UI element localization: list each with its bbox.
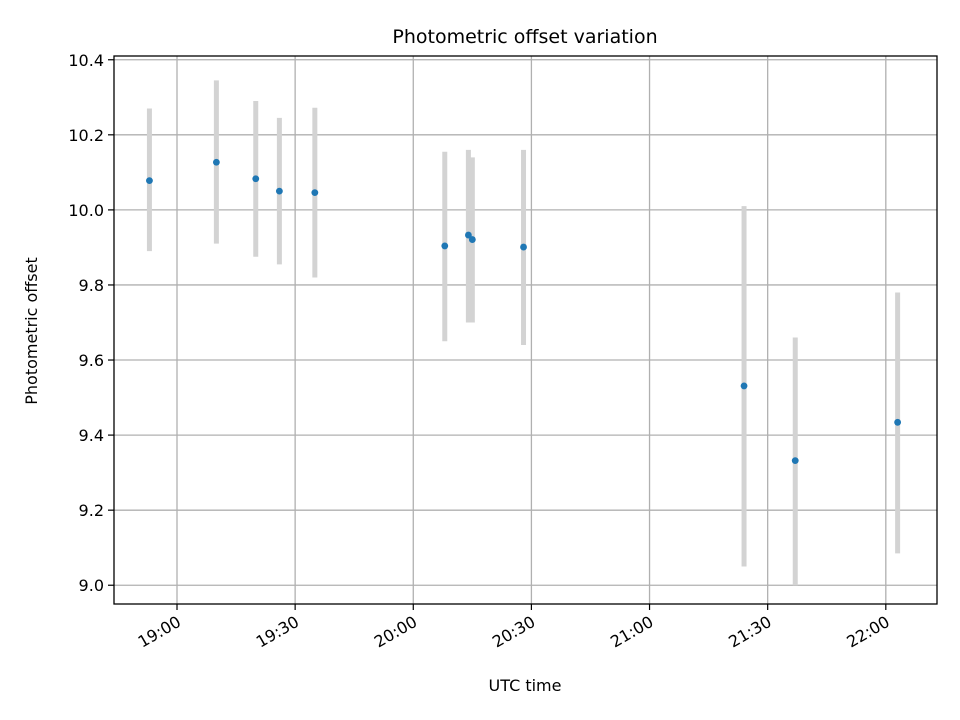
data-point — [894, 418, 902, 426]
x-tick-label: 19:00 — [135, 612, 184, 652]
x-tick-label: 21:30 — [725, 612, 774, 652]
plot-frame — [113, 55, 938, 605]
chart-title: Photometric offset variation — [392, 26, 657, 48]
y-tick-label: 9.2 — [79, 501, 104, 520]
x-tick-label: 22:00 — [843, 612, 892, 652]
data-point — [468, 236, 476, 243]
data-point — [465, 231, 472, 239]
y-tick-label: 10.4 — [68, 51, 104, 70]
error-bars — [146, 80, 901, 586]
data-point — [275, 187, 283, 195]
y-tick-label: 9.0 — [79, 576, 104, 595]
data-point — [740, 382, 748, 390]
data-point — [791, 457, 799, 465]
y-axis-title: Photometric offset — [22, 257, 41, 405]
x-axis-title: UTC time — [489, 676, 562, 695]
y-tick-label: 9.8 — [79, 276, 104, 295]
data-point — [146, 177, 153, 185]
data-point — [252, 175, 260, 183]
data-point — [520, 243, 527, 251]
x-tick-label: 20:00 — [371, 612, 420, 652]
data-point — [441, 242, 449, 250]
x-tick-label: 19:30 — [253, 612, 302, 652]
y-tick-label: 10.0 — [68, 201, 104, 220]
x-tick-label: 21:00 — [607, 612, 656, 652]
data-point — [212, 158, 220, 166]
axis-ticks: 19:00 19:30 20:00 20:30 21:00 21:30 22:00 9.0 9.… — [68, 51, 892, 652]
x-tick-label: 20:30 — [489, 612, 538, 652]
y-tick-label: 9.6 — [79, 351, 104, 370]
data-point — [311, 189, 319, 197]
y-tick-label: 9.4 — [79, 426, 104, 445]
data-points — [146, 158, 902, 465]
y-tick-label: 10.2 — [68, 126, 104, 145]
